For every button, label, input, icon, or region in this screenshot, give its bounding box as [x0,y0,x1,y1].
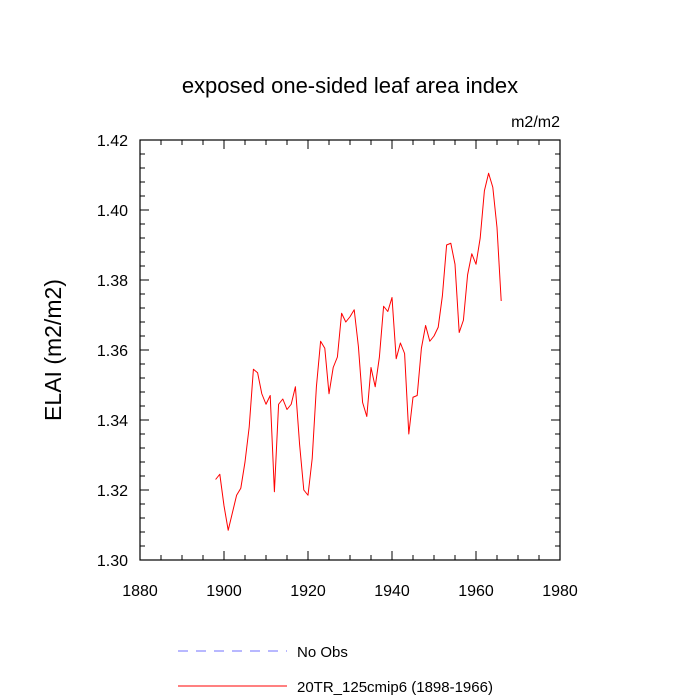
series-layer [215,172,502,531]
y-tick-label: 1.40 [97,203,128,220]
x-tick-label: 1900 [206,583,242,600]
x-tick-label: 1880 [122,583,158,600]
legend: No Obs 20TR_125cmip6 (1898-1966) [178,644,493,696]
x-tick-label: 1960 [458,583,494,600]
chart-title: exposed one-sided leaf area index [182,73,518,98]
y-tick-label: 1.32 [97,483,128,500]
y-tick-label: 1.42 [97,133,128,150]
y-axis: 1.30 1.32 1.34 1.36 1.38 1.40 1.42 [97,133,560,570]
x-axis: 1880 1900 1920 1940 1960 1980 [122,140,578,600]
y-tick-label: 1.36 [97,343,128,360]
x-tick-label: 1940 [374,583,410,600]
legend-no-obs-label: No Obs [297,644,348,661]
x-tick-label: 1980 [542,583,578,600]
y-tick-label: 1.38 [97,273,128,290]
series-line [215,172,502,531]
x-tick-label: 1920 [290,583,326,600]
y-axis-label: ELAI (m2/m2) [40,279,66,421]
y-tick-label: 1.30 [97,553,128,570]
units-label: m2/m2 [511,114,560,131]
legend-series-label: 20TR_125cmip6 (1898-1966) [297,679,493,696]
plot-frame [139,139,561,561]
y-tick-label: 1.34 [97,413,128,430]
